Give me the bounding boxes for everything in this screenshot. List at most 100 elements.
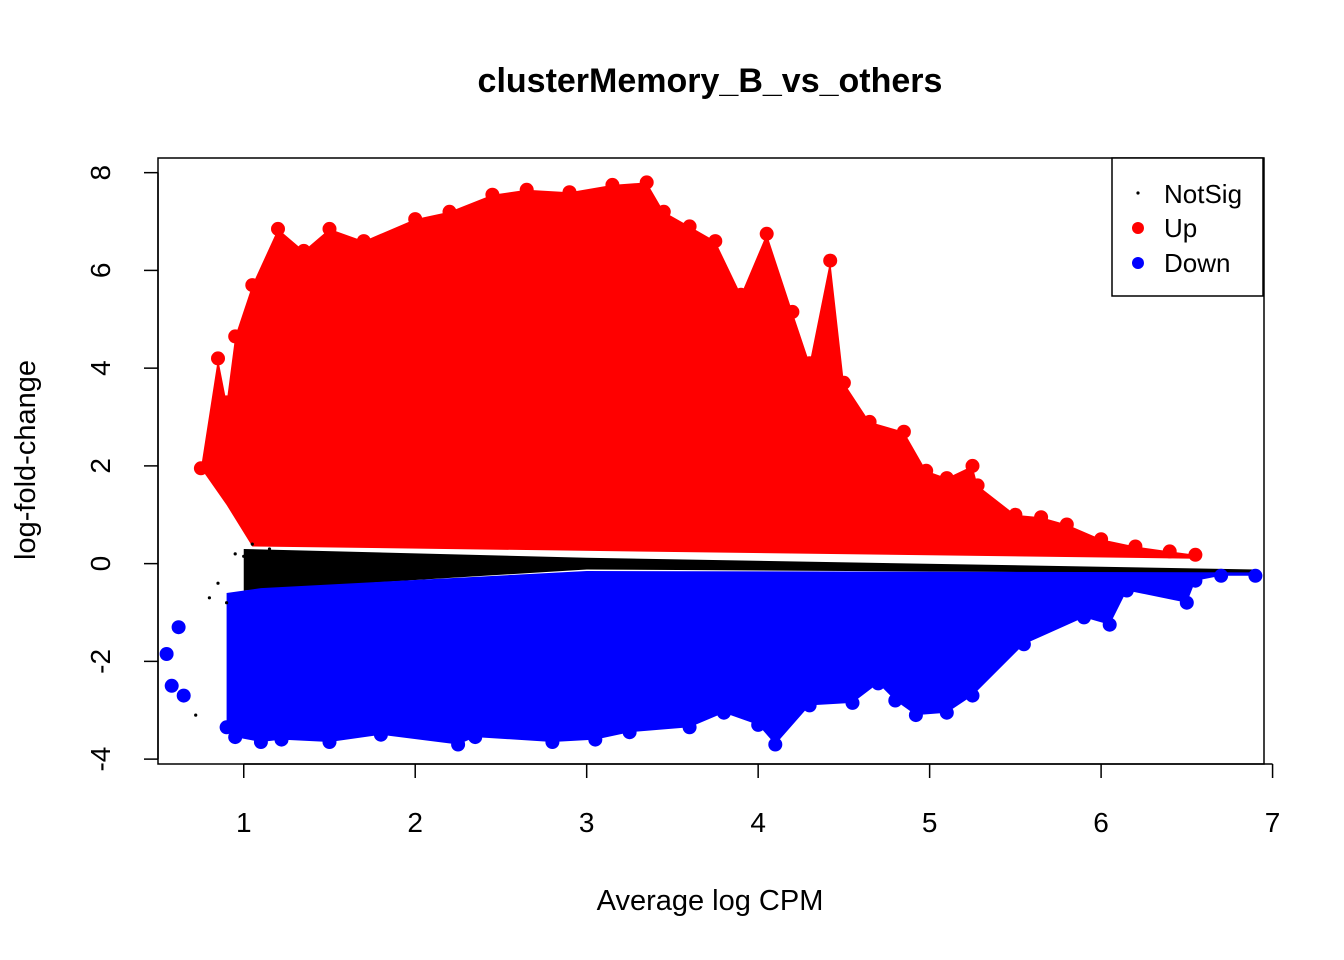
up-point [919, 463, 934, 478]
down-point [253, 735, 268, 749]
down-point-cloud [226, 571, 1256, 745]
notsig-point [267, 547, 272, 551]
x-tick-label: 5 [922, 807, 938, 838]
x-tick-label: 7 [1265, 807, 1281, 838]
up-point [1008, 507, 1023, 522]
down-point [768, 737, 783, 752]
down-point [716, 705, 731, 720]
down-point [164, 678, 179, 693]
down-point [751, 717, 766, 732]
down-point [845, 695, 860, 710]
up-point [836, 375, 851, 390]
y-tick-label: 2 [85, 458, 116, 474]
notsig-point [194, 713, 198, 717]
y-tick-label: -2 [85, 649, 116, 674]
notsig-point [216, 581, 220, 585]
down-point [965, 688, 980, 703]
up-point [802, 356, 817, 371]
up-point [1128, 539, 1143, 554]
down-point [176, 688, 191, 703]
down-point [159, 647, 174, 661]
notsig-point [225, 601, 229, 605]
down-point [682, 720, 697, 735]
x-axis: 1 2 3 4 5 6 7 [236, 763, 1281, 838]
down-point [1077, 610, 1091, 625]
up-point [785, 304, 800, 319]
down-point [888, 693, 903, 708]
up-point [965, 458, 980, 473]
legend-label-down: Down [1164, 248, 1230, 278]
down-point [871, 676, 886, 691]
notsig-point [259, 571, 263, 576]
y-axis-label: log-fold-change [10, 360, 42, 560]
down-point [802, 698, 817, 713]
data-points [159, 175, 1263, 752]
y-tick-label: -4 [85, 747, 116, 772]
y-tick-label: 8 [85, 165, 116, 181]
up-point [823, 253, 838, 268]
notsig-point [276, 557, 280, 561]
up-point [408, 212, 423, 227]
down-point [588, 732, 603, 747]
up-point [211, 351, 225, 366]
up-point [759, 226, 774, 241]
up-point [862, 414, 877, 429]
up-point [228, 329, 243, 344]
notsig-point [207, 596, 211, 600]
up-point [734, 287, 748, 302]
up-point [271, 221, 285, 236]
down-point [219, 720, 234, 735]
down-point [1119, 583, 1134, 598]
up-point [322, 221, 337, 236]
legend-label-up: Up [1164, 213, 1197, 243]
up-point [639, 175, 654, 190]
point-clouds [200, 182, 1256, 745]
notsig-point [293, 559, 297, 563]
up-point [562, 185, 577, 200]
x-tick-label: 2 [407, 807, 423, 838]
y-tick-label: 0 [85, 556, 116, 572]
down-point [1188, 573, 1203, 588]
down-point [1179, 595, 1194, 610]
up-point [970, 478, 985, 493]
up-point [356, 234, 371, 249]
notsig-point [250, 542, 254, 546]
up-point [939, 471, 954, 486]
legend-marker-notsig [1136, 191, 1140, 195]
up-point [605, 177, 620, 192]
down-point [468, 730, 483, 745]
legend-marker-up [1132, 222, 1144, 234]
up-point [1188, 547, 1203, 562]
notsig-point-band [243, 548, 1256, 591]
notsig-point [319, 562, 323, 566]
up-point [1059, 517, 1074, 532]
up-point [1094, 532, 1109, 547]
up-point [219, 395, 234, 410]
up-point [193, 461, 208, 476]
legend: NotSig Up Down [1111, 157, 1264, 297]
legend-marker-down [1132, 257, 1144, 269]
down-point [908, 708, 923, 723]
x-tick-label: 3 [579, 807, 595, 838]
up-point [708, 234, 723, 249]
down-point [451, 737, 466, 752]
down-point [939, 705, 954, 720]
up-point [519, 182, 534, 197]
down-point [228, 730, 243, 745]
x-axis-label: Average log CPM [597, 885, 824, 917]
down-point [1016, 637, 1031, 652]
down-point [171, 620, 186, 635]
legend-label-notsig: NotSig [1164, 179, 1242, 209]
chart-title: clusterMemory_B_vs_others [478, 62, 943, 100]
y-axis: -4 -2 0 2 4 6 8 [85, 165, 159, 772]
down-point [1248, 568, 1263, 583]
up-point [296, 243, 311, 258]
x-tick-label: 4 [750, 807, 766, 838]
up-point-cloud [200, 182, 1196, 559]
x-tick-label: 1 [236, 807, 252, 838]
up-point [656, 204, 671, 219]
down-point [545, 735, 560, 749]
notsig-point [233, 552, 237, 556]
down-point [1214, 568, 1229, 583]
